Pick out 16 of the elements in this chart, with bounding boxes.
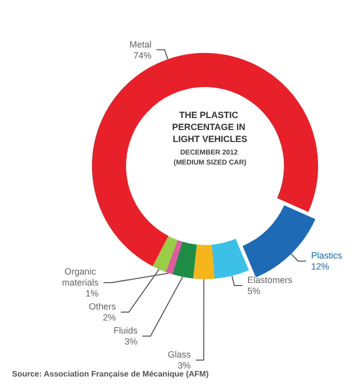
data-label: 1%: [86, 288, 99, 299]
data-label: 5%: [247, 286, 260, 296]
slice-label: Metal: [130, 39, 152, 50]
slice-label: Organic materials: [62, 266, 100, 288]
slice-label: Glass: [168, 350, 192, 360]
data-label: 2%: [102, 312, 116, 323]
data-label: 12%: [311, 262, 330, 272]
slice-label: Elastomers: [247, 275, 293, 286]
text: THE PLASTIC PERCENTAGE IN LIGHT VEHICLES: [172, 110, 248, 144]
slice-label: Fluids: [113, 326, 138, 336]
data-label: 74%: [134, 50, 152, 60]
source-note: Source: Association Française de Mécanique (AFM): [12, 370, 209, 378]
slice-label: Others: [88, 302, 116, 312]
data-label: 3%: [124, 336, 138, 347]
data-label: 3%: [178, 360, 191, 371]
slice-label: Plastics: [311, 250, 343, 261]
